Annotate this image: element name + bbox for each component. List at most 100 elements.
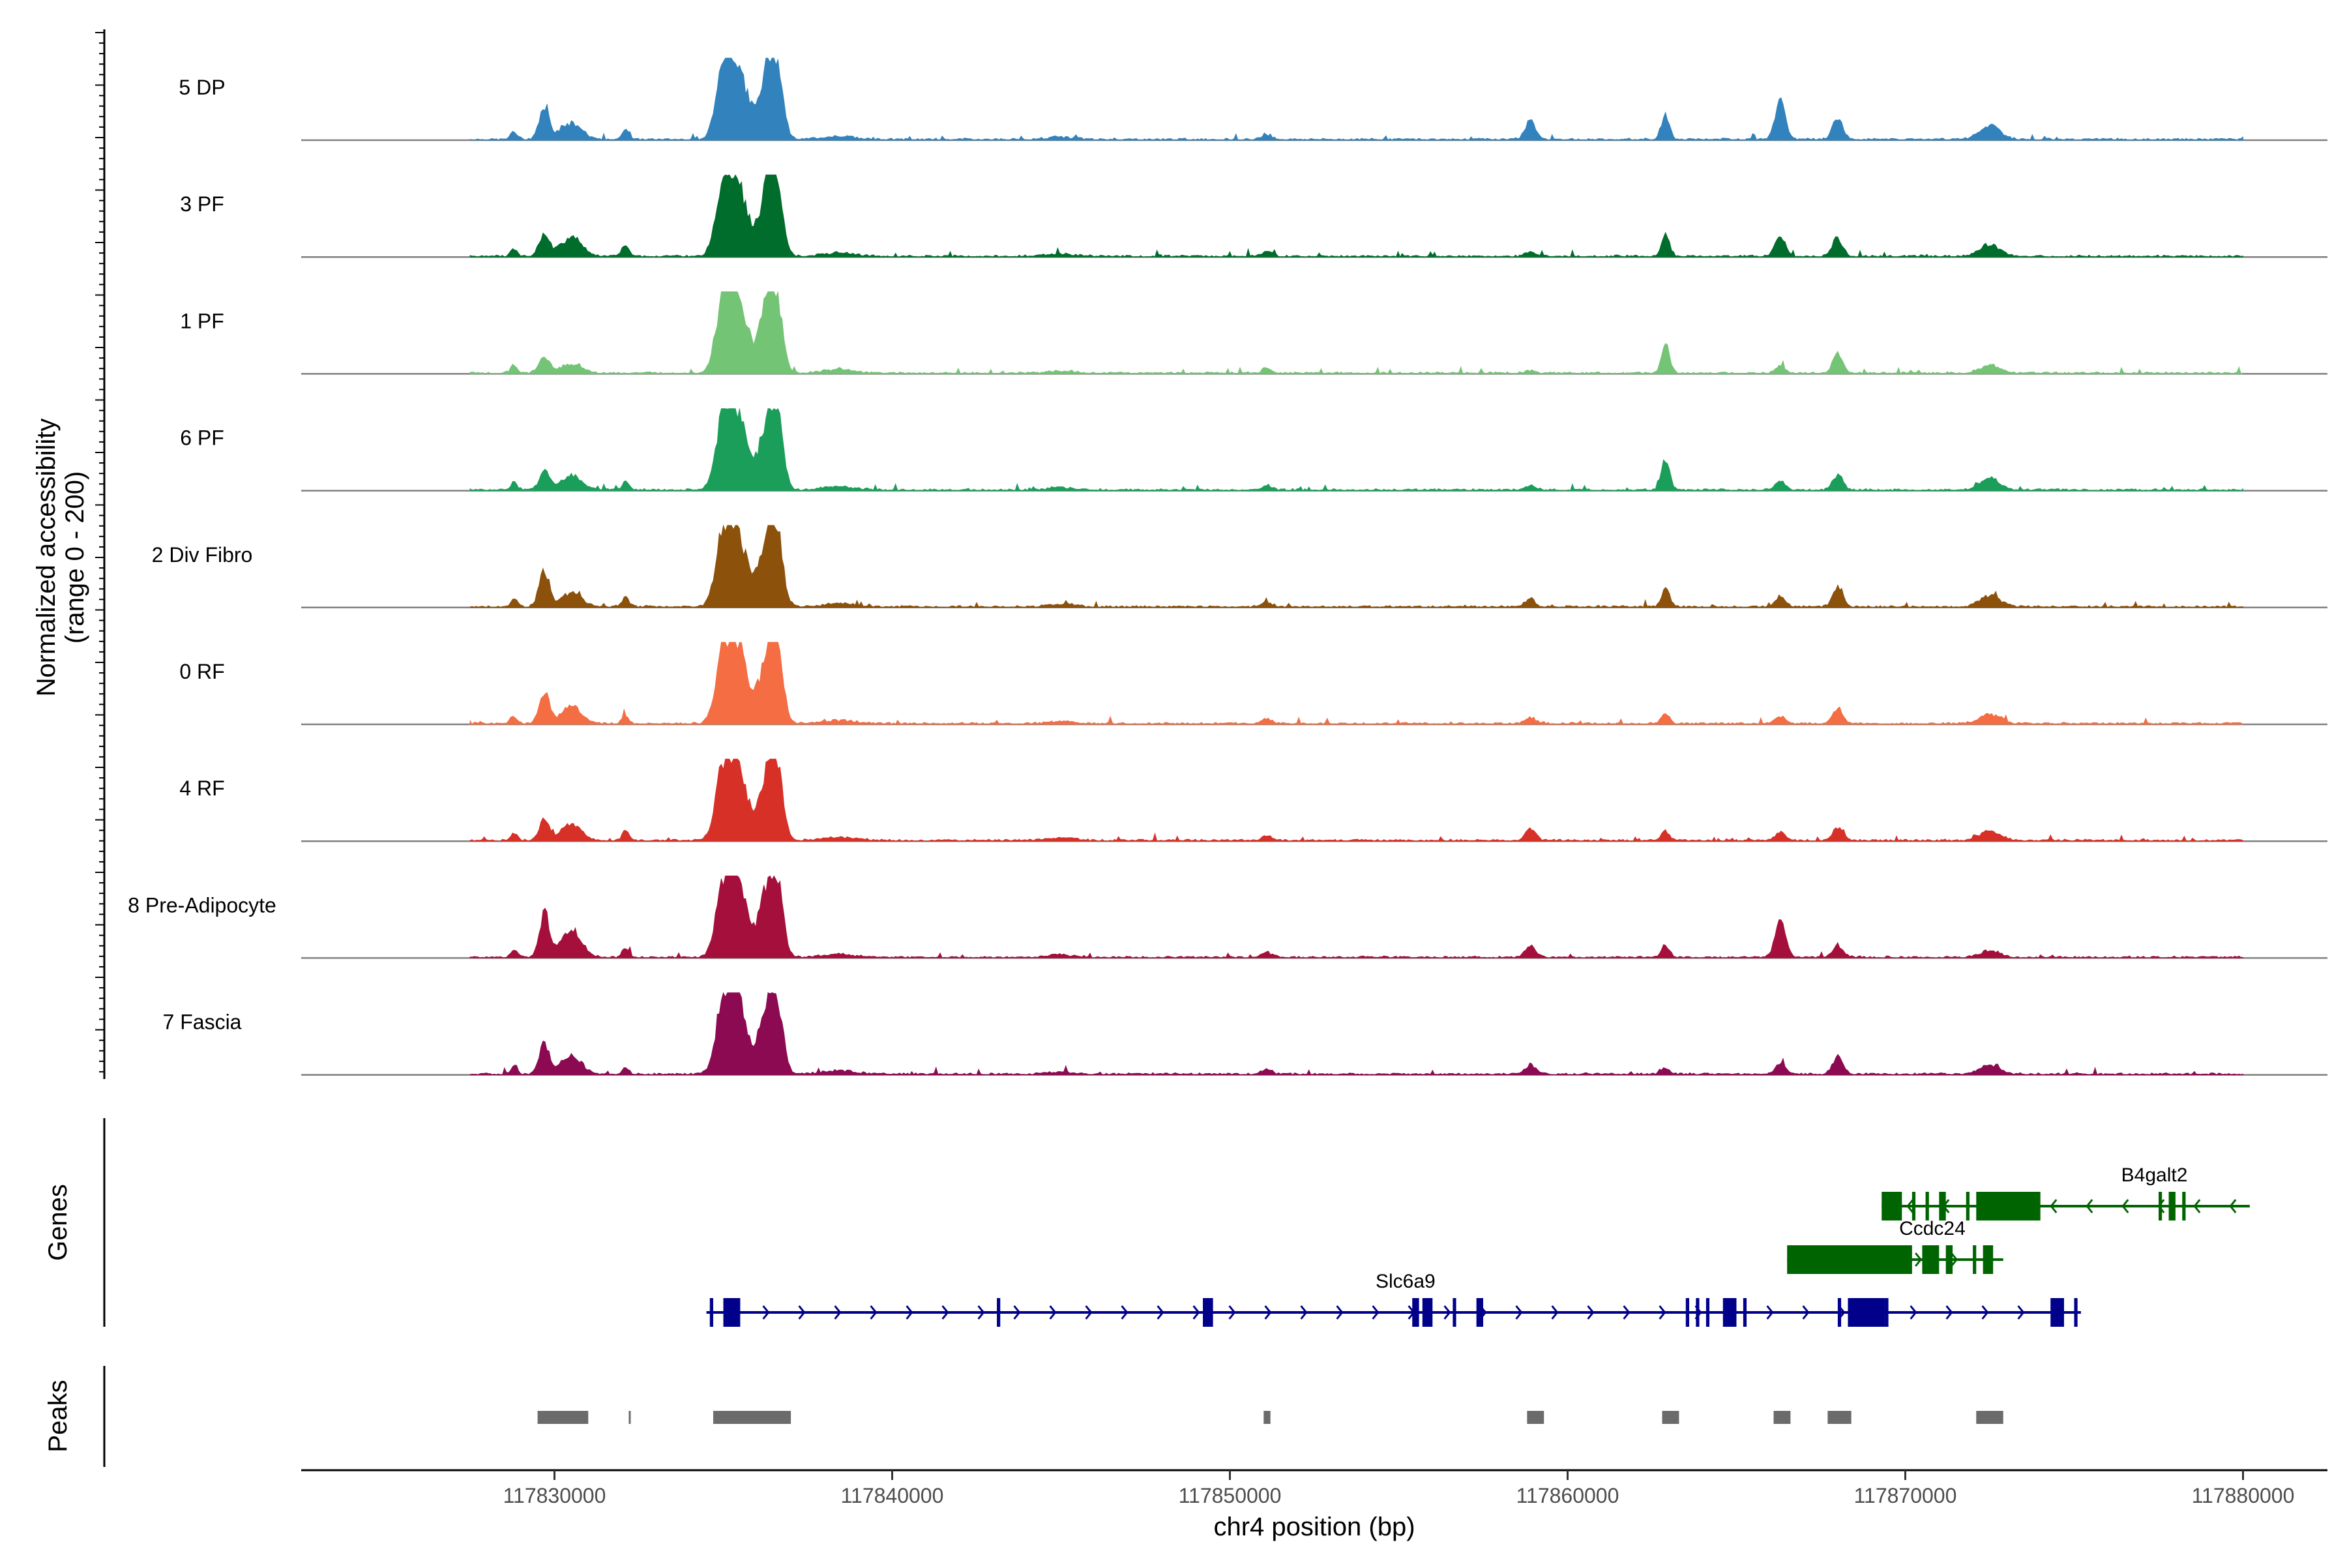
track-signal bbox=[469, 875, 2243, 958]
gene-exon bbox=[2168, 1192, 2176, 1220]
peak-region bbox=[1976, 1411, 2003, 1424]
track-label: 7 Fascia bbox=[163, 1011, 242, 1034]
strand-arrow bbox=[1515, 1305, 1523, 1320]
track-label: 6 PF bbox=[180, 426, 224, 450]
gene-exon bbox=[1453, 1298, 1456, 1327]
strand-arrow bbox=[2086, 1199, 2093, 1213]
coverage-tracks: 5 DP 3 PF 1 PF 6 PF 2 Div Fibro 0 RF 4 RF 8 Pre… bbox=[128, 57, 2327, 1076]
strand-arrow bbox=[2121, 1199, 2129, 1213]
track-6-pf: 6 PF bbox=[180, 407, 2327, 492]
x-tick-label: 117830000 bbox=[503, 1484, 606, 1507]
y-axis-range-label: (range 0 - 200) bbox=[61, 471, 89, 644]
strand-arrow bbox=[798, 1305, 806, 1320]
track-label: 4 RF bbox=[179, 777, 224, 800]
strand-arrow bbox=[1906, 1199, 1914, 1213]
x-axis-ticks: 117830000 117840000 117850000 117860000 1178… bbox=[503, 1470, 2295, 1507]
strand-arrow bbox=[1085, 1305, 1093, 1320]
track-label: 0 RF bbox=[179, 660, 224, 683]
strand-arrow bbox=[1802, 1305, 1810, 1320]
gene-exon bbox=[1412, 1298, 1419, 1327]
peak-region bbox=[537, 1411, 589, 1424]
gene-ccdc24: Ccdc24 bbox=[1787, 1218, 2003, 1274]
track-5-dp: 5 DP bbox=[179, 57, 2327, 141]
gene-exon bbox=[2182, 1192, 2186, 1220]
x-tick-label: 117880000 bbox=[2192, 1484, 2295, 1507]
peak-region bbox=[1263, 1411, 1271, 1424]
track-signal bbox=[469, 524, 2243, 608]
gene-exon bbox=[1422, 1298, 1433, 1327]
gene-exon bbox=[1925, 1192, 1929, 1220]
gene-exon bbox=[1983, 1245, 1994, 1274]
track-label: 8 Pre-Adipocyte bbox=[128, 893, 276, 917]
gene-exon bbox=[1837, 1298, 1842, 1327]
strand-arrow bbox=[1157, 1305, 1164, 1320]
gene-b4galt2: B4galt2 bbox=[1882, 1164, 2250, 1220]
gene-label: B4galt2 bbox=[2121, 1164, 2188, 1186]
x-tick-label: 117840000 bbox=[841, 1484, 944, 1507]
strand-arrow bbox=[1300, 1305, 1308, 1320]
gene-exon bbox=[2074, 1298, 2078, 1327]
peak-region bbox=[628, 1411, 631, 1424]
genes-panel-label: Genes bbox=[44, 1184, 72, 1261]
track-label: 5 DP bbox=[179, 76, 225, 99]
strand-arrow bbox=[1443, 1305, 1451, 1320]
strand-arrow bbox=[1915, 1252, 1923, 1267]
peak-region bbox=[1662, 1411, 1679, 1424]
strand-arrow bbox=[1623, 1305, 1631, 1320]
gene-exon bbox=[1743, 1298, 1747, 1327]
track-signal bbox=[469, 758, 2243, 842]
peak-region bbox=[1527, 1411, 1544, 1424]
gene-exon bbox=[1973, 1245, 1977, 1274]
track-signal bbox=[469, 57, 2243, 141]
x-tick-label: 117850000 bbox=[1179, 1484, 1282, 1507]
track-signal bbox=[469, 407, 2243, 492]
strand-arrow bbox=[1013, 1305, 1021, 1320]
strand-arrow bbox=[762, 1305, 770, 1320]
strand-arrow bbox=[977, 1305, 985, 1320]
peak-region bbox=[1773, 1411, 1791, 1424]
strand-arrow bbox=[834, 1305, 842, 1320]
gene-exon bbox=[1976, 1192, 2041, 1220]
gene-exon bbox=[1696, 1298, 1700, 1327]
gene-exon bbox=[1966, 1192, 1970, 1220]
gene-label: Slc6a9 bbox=[1376, 1271, 1436, 1292]
strand-arrow bbox=[1121, 1305, 1129, 1320]
strand-arrow bbox=[1659, 1305, 1666, 1320]
strand-arrow bbox=[870, 1305, 878, 1320]
gene-label: Ccdc24 bbox=[1899, 1218, 1966, 1239]
peak-region bbox=[1827, 1411, 1852, 1424]
track-signal bbox=[469, 992, 2243, 1076]
gene-exon bbox=[1882, 1192, 1902, 1220]
gene-exon bbox=[723, 1298, 741, 1327]
peaks-panel-label: Peaks bbox=[44, 1380, 72, 1452]
track-4-rf: 4 RF bbox=[179, 758, 2327, 842]
gene-slc6a9: Slc6a9 bbox=[706, 1271, 2081, 1327]
x-tick-label: 117860000 bbox=[1516, 1484, 1619, 1507]
track-3-pf: 3 PF bbox=[180, 174, 2327, 258]
genes-panel: B4galt2 Ccdc24 Slc6a9 bbox=[706, 1164, 2250, 1327]
track-signal bbox=[469, 291, 2243, 375]
strand-arrow bbox=[1981, 1305, 1989, 1320]
strand-arrow bbox=[1264, 1305, 1272, 1320]
strand-arrow bbox=[906, 1305, 913, 1320]
strand-arrow bbox=[1766, 1305, 1774, 1320]
peaks-panel bbox=[537, 1411, 2003, 1424]
track-label: 2 Div Fibro bbox=[152, 543, 253, 567]
track-label: 3 PF bbox=[180, 192, 224, 216]
strand-arrow bbox=[2229, 1199, 2237, 1213]
track-label: 1 PF bbox=[180, 309, 224, 333]
strand-arrow bbox=[2050, 1199, 2058, 1213]
track-signal bbox=[469, 642, 2243, 725]
gene-exon bbox=[2159, 1192, 2162, 1220]
strand-arrow bbox=[1192, 1305, 1200, 1320]
gene-exon bbox=[1848, 1298, 1885, 1327]
strand-arrow bbox=[1228, 1305, 1236, 1320]
strand-arrow bbox=[941, 1305, 949, 1320]
strand-arrow bbox=[1910, 1305, 1917, 1320]
strand-arrow bbox=[1336, 1305, 1344, 1320]
strand-arrow bbox=[1945, 1305, 1953, 1320]
track-8-pre-adipocyte: 8 Pre-Adipocyte bbox=[128, 875, 2327, 959]
gene-exon bbox=[1705, 1298, 1710, 1327]
